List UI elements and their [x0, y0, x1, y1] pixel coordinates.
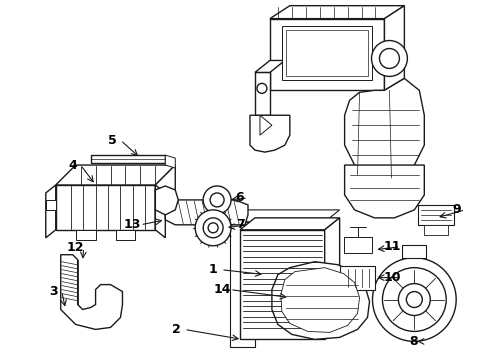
Circle shape	[379, 49, 399, 68]
Circle shape	[203, 186, 231, 214]
Text: 8: 8	[409, 335, 417, 348]
Text: 3: 3	[49, 285, 58, 298]
Polygon shape	[270, 19, 385, 90]
Bar	[286, 30, 368, 76]
Polygon shape	[46, 200, 56, 210]
Text: 12: 12	[67, 241, 84, 254]
Polygon shape	[270, 6, 404, 19]
Polygon shape	[230, 222, 255, 347]
Circle shape	[371, 41, 407, 76]
Polygon shape	[155, 185, 165, 238]
Circle shape	[383, 268, 446, 332]
Text: 1: 1	[209, 263, 218, 276]
Polygon shape	[250, 115, 290, 152]
Text: 4: 4	[68, 158, 77, 172]
Polygon shape	[343, 237, 371, 253]
Circle shape	[372, 258, 456, 341]
Polygon shape	[155, 200, 165, 210]
Polygon shape	[260, 115, 272, 135]
Text: 13: 13	[124, 218, 141, 231]
Text: 5: 5	[108, 134, 117, 147]
Polygon shape	[116, 230, 135, 240]
Polygon shape	[61, 255, 122, 329]
Polygon shape	[230, 210, 340, 222]
Polygon shape	[344, 78, 424, 178]
Polygon shape	[56, 185, 155, 230]
Polygon shape	[281, 268, 360, 332]
Polygon shape	[418, 205, 454, 225]
Text: 2: 2	[172, 323, 181, 336]
Polygon shape	[402, 245, 426, 258]
Polygon shape	[91, 155, 165, 163]
Text: 14: 14	[213, 283, 231, 296]
Text: 10: 10	[384, 271, 401, 284]
Bar	[340, 266, 375, 289]
Text: 9: 9	[453, 203, 462, 216]
Polygon shape	[272, 262, 369, 339]
Polygon shape	[155, 186, 178, 215]
Polygon shape	[344, 165, 424, 218]
Polygon shape	[240, 218, 340, 230]
Polygon shape	[75, 230, 96, 240]
Circle shape	[210, 193, 224, 207]
Polygon shape	[385, 6, 404, 90]
Polygon shape	[255, 72, 270, 115]
Bar	[282, 26, 371, 80]
Text: 7: 7	[236, 218, 245, 231]
Polygon shape	[165, 200, 248, 225]
Polygon shape	[240, 230, 325, 339]
Polygon shape	[155, 165, 175, 230]
Circle shape	[257, 84, 267, 93]
Circle shape	[195, 210, 231, 246]
Polygon shape	[255, 60, 285, 72]
Polygon shape	[56, 165, 175, 185]
Polygon shape	[165, 155, 175, 168]
Circle shape	[406, 292, 422, 307]
Polygon shape	[46, 185, 56, 238]
Circle shape	[398, 284, 430, 315]
Circle shape	[203, 218, 223, 238]
Text: 11: 11	[384, 240, 401, 253]
Polygon shape	[325, 218, 340, 339]
Circle shape	[208, 223, 218, 233]
Text: 6: 6	[236, 192, 245, 204]
Polygon shape	[424, 225, 448, 235]
